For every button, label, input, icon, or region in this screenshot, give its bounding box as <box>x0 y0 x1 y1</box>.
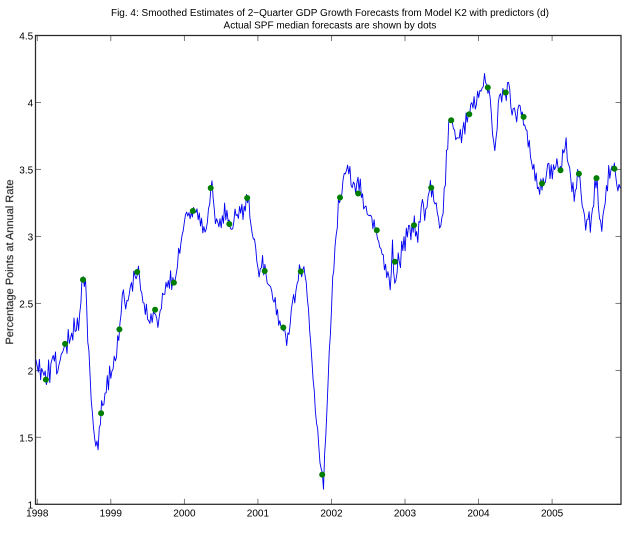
svg-text:2.5: 2.5 <box>19 300 33 311</box>
svg-text:2004: 2004 <box>467 509 490 520</box>
svg-text:1999: 1999 <box>100 509 123 520</box>
svg-text:Percentage Points at Annual Ra: Percentage Points at Annual Rate <box>4 179 16 344</box>
svg-text:4: 4 <box>28 99 34 110</box>
svg-text:3.5: 3.5 <box>19 166 33 177</box>
svg-text:2005: 2005 <box>541 509 564 520</box>
svg-text:3: 3 <box>28 233 34 244</box>
svg-text:2: 2 <box>28 367 34 378</box>
svg-text:2002: 2002 <box>320 509 343 520</box>
svg-text:1998: 1998 <box>26 509 49 520</box>
svg-text:2000: 2000 <box>173 509 196 520</box>
svg-text:Actual SPF median forecasts ar: Actual SPF median forecasts are shown by… <box>224 20 437 31</box>
svg-text:2003: 2003 <box>394 509 417 520</box>
svg-text:1.5: 1.5 <box>19 433 33 444</box>
svg-text:4.5: 4.5 <box>19 32 33 43</box>
svg-text:Fig. 4: Smoothed Estimates of: Fig. 4: Smoothed Estimates of 2−Quarter … <box>111 8 549 19</box>
svg-text:1: 1 <box>28 500 34 511</box>
svg-text:2001: 2001 <box>247 509 270 520</box>
